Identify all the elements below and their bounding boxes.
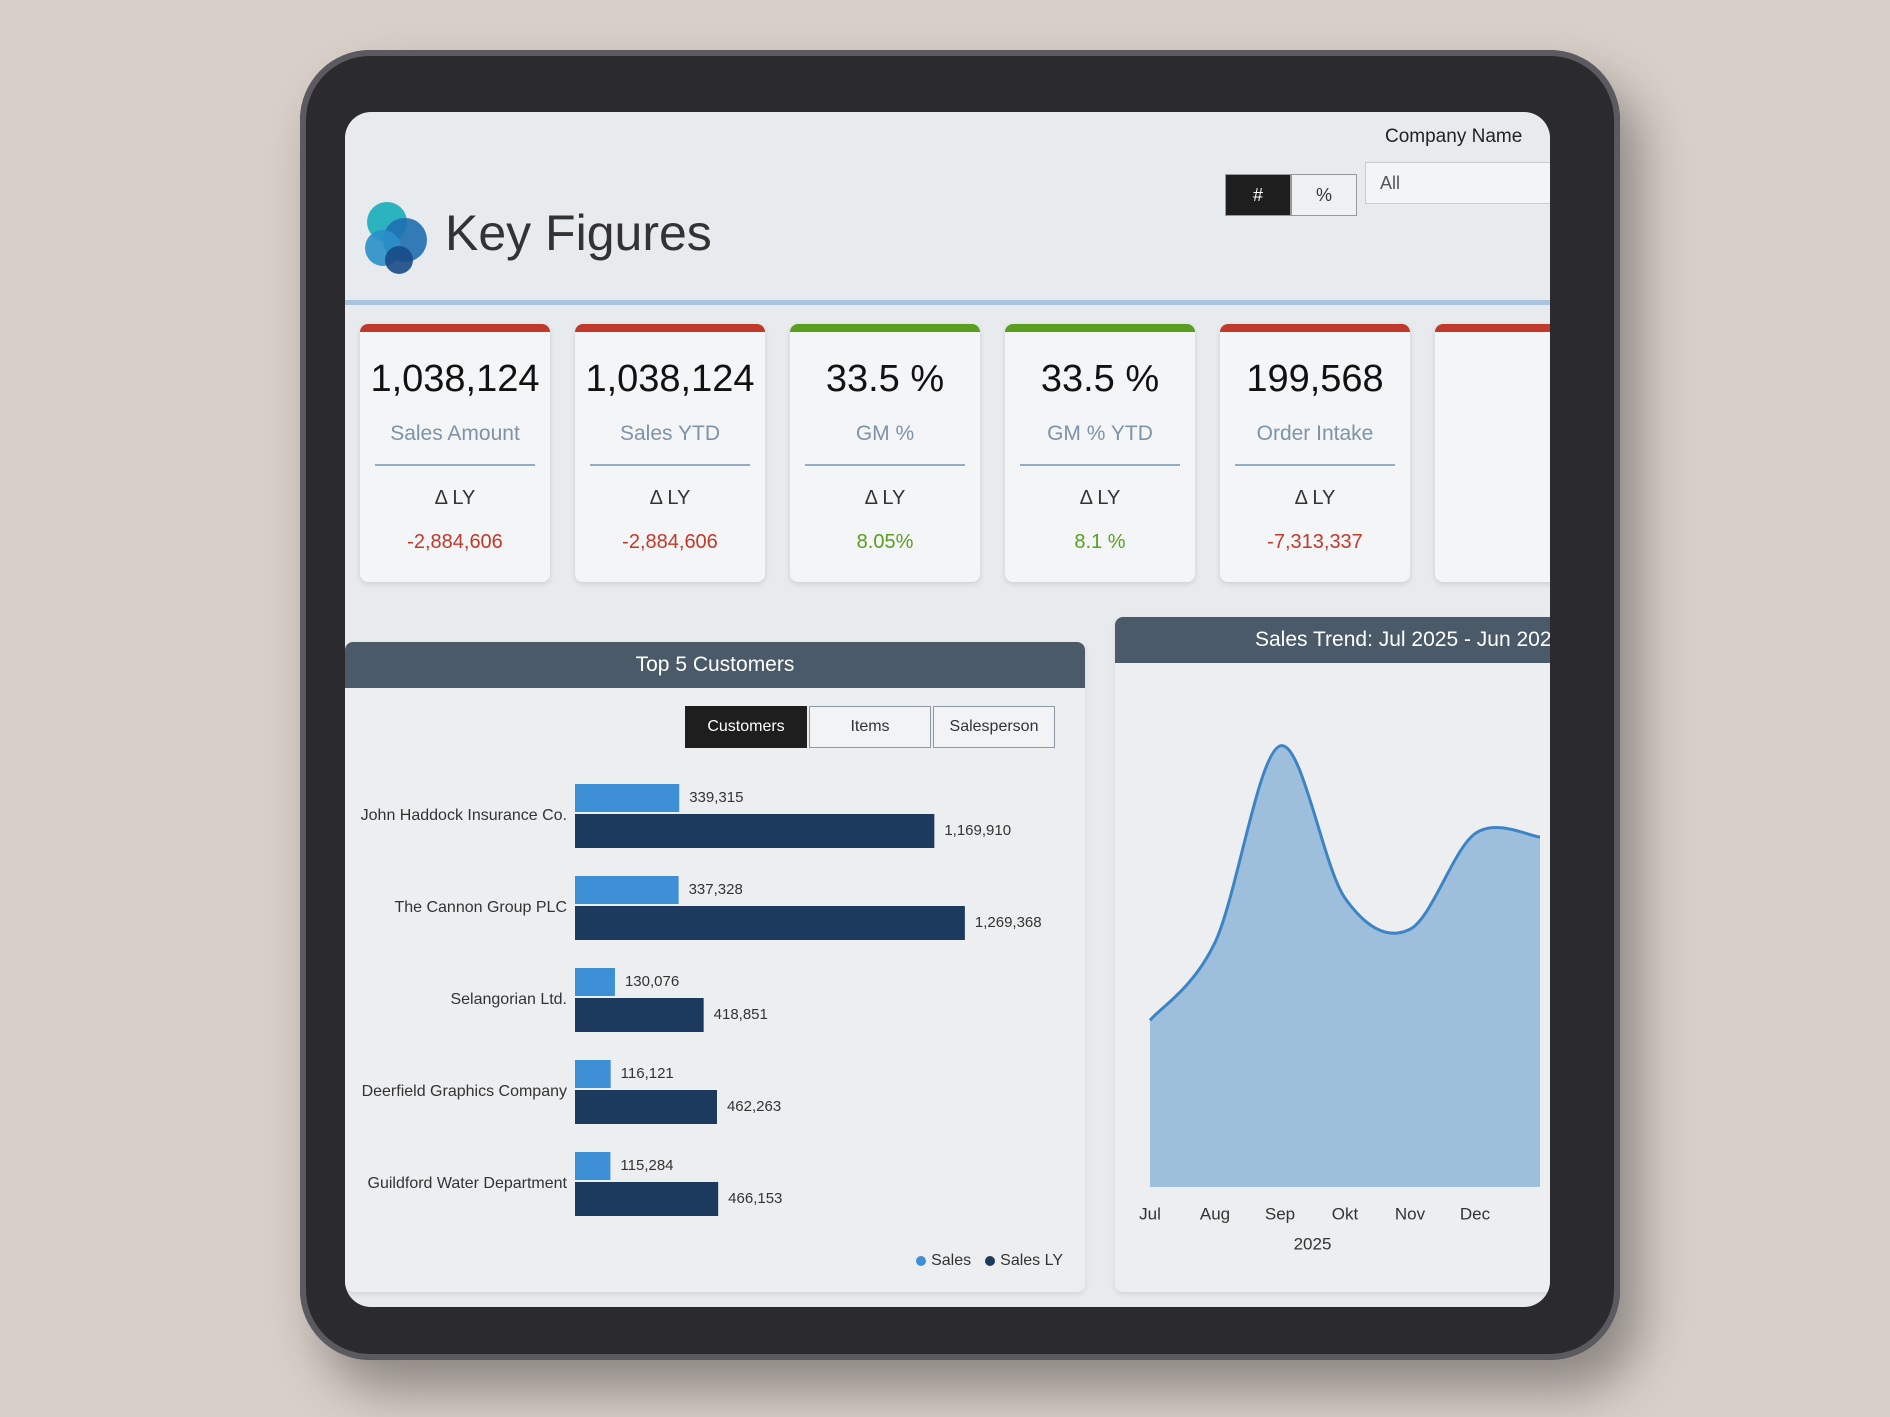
value-label: 1,169,910: [944, 822, 1011, 839]
value-label: 130,076: [625, 973, 679, 990]
page-title: Key Figures: [445, 205, 712, 261]
kpi-accent: [1220, 324, 1410, 332]
kpi-divider: [375, 464, 535, 466]
header-divider: [345, 300, 1550, 305]
bar: [575, 906, 965, 940]
kpi-label: Sales Amount: [390, 422, 520, 445]
kpi-label: GM % YTD: [1047, 422, 1153, 445]
filter-dropdown[interactable]: All: [1365, 162, 1550, 204]
legend-swatch: [916, 1256, 927, 1266]
kpi-value: 1,038,124: [370, 358, 540, 400]
kpi-accent: [575, 324, 765, 332]
legend-label: Sales: [931, 1252, 972, 1269]
bar: [575, 814, 935, 848]
kpi-accent: [1435, 324, 1550, 332]
value-label: 418,851: [714, 1006, 768, 1023]
area-line: [1148, 744, 1541, 1022]
trend-panel: Sales Trend: Jul 2025 - Jun 202 Jul Aug Sep…: [1115, 617, 1550, 1292]
panel-title: Top 5 Customers: [345, 642, 1085, 688]
bar: [575, 876, 679, 904]
tab-button[interactable]: Salesperson: [933, 706, 1055, 748]
area-chart: Jul Aug Sep Okt Nov Dec 2025: [1139, 744, 1541, 1253]
value-label: 339,315: [689, 789, 743, 806]
kpi-delta-label: Δ LY: [864, 487, 906, 509]
kpi-accent: [790, 324, 980, 332]
bar-chart: John Haddock Insurance Co. 339,315 1,169,9…: [361, 784, 1042, 1216]
kpi-card: 199,568 Order Intake Δ LY -7,313,337: [1220, 324, 1410, 582]
screen: Key Figures #% Company Name All 1,038,124 Sal…: [345, 112, 1550, 1307]
bar: [575, 968, 615, 996]
legend-swatch: [985, 1256, 996, 1266]
kpi-divider: [1235, 464, 1395, 466]
kpi-label: Sales YTD: [620, 422, 720, 445]
kpi-delta: -2,884,606: [622, 531, 718, 553]
logo: [365, 202, 427, 274]
kpi-divider: [590, 464, 750, 466]
value-label: 116,121: [621, 1065, 674, 1082]
toggle-button[interactable]: %: [1291, 174, 1357, 216]
x-tick-label: Aug: [1200, 1204, 1230, 1223]
value-label: 115,284: [620, 1157, 673, 1174]
category-label: Deerfield Graphics Company: [362, 1083, 567, 1100]
kpi-delta-label: Δ LY: [1294, 487, 1336, 509]
x-tick-label: Sep: [1265, 1204, 1295, 1223]
kpi-delta: -7,313,337: [1267, 531, 1363, 553]
bar: [575, 784, 680, 812]
x-axis-group-label: 2025: [1294, 1234, 1332, 1253]
kpi-value: 33.5 %: [1040, 358, 1160, 400]
bar: [575, 998, 704, 1032]
kpi-accent: [1005, 324, 1195, 332]
kpi-card: 1,038,124 Sales YTD Δ LY -2,884,606: [575, 324, 765, 582]
legend-item: Sales LY: [985, 1252, 1063, 1270]
toggle-button[interactable]: #: [1225, 174, 1291, 216]
x-tick-label: Okt: [1332, 1204, 1359, 1223]
kpi-label: Order Intake: [1256, 422, 1374, 445]
value-label: 462,263: [727, 1098, 781, 1115]
kpi-delta-label: Δ LY: [434, 487, 476, 509]
x-tick-label: Dec: [1460, 1204, 1491, 1223]
legend-label: Sales LY: [1000, 1252, 1063, 1269]
panel-title: Sales Trend: Jul 2025 - Jun 202: [1115, 617, 1550, 663]
category-label: The Cannon Group PLC: [394, 899, 567, 916]
value-label: 466,153: [728, 1190, 782, 1207]
area-fill: [1150, 745, 1540, 1187]
customers-panel: Top 5 Customers Customers Items Salesperson…: [345, 642, 1085, 1292]
filter-label: Company Name: [1385, 126, 1523, 147]
bar: [575, 1152, 611, 1180]
kpi-divider: [1020, 464, 1180, 466]
value-label: 337,328: [689, 881, 743, 898]
kpi-delta: 8.05%: [856, 531, 914, 553]
x-tick-label: Nov: [1395, 1204, 1426, 1223]
category-label: John Haddock Insurance Co.: [361, 807, 567, 824]
bar: [575, 1060, 611, 1088]
category-label: Selangorian Ltd.: [450, 991, 567, 1008]
kpi-value: 199,568: [1246, 358, 1384, 400]
bar: [575, 1182, 719, 1216]
tab-button[interactable]: Customers: [685, 706, 807, 748]
kpi-value: 33.5 %: [825, 358, 945, 400]
category-label: Guildford Water Department: [368, 1175, 568, 1192]
kpi-value: 1,038,124: [585, 358, 755, 400]
legend: Sales Sales LY: [916, 1252, 1063, 1270]
kpi-delta-label: Δ LY: [1079, 487, 1121, 509]
kpi-delta: -2,884,606: [407, 531, 503, 553]
kpi-label: GM %: [855, 422, 915, 445]
kpi-card: 33.5 % GM % Δ LY 8.05%: [790, 324, 980, 582]
kpi-accent: [360, 324, 550, 332]
kpi-card: [1435, 324, 1550, 582]
kpi-delta: 8.1 %: [1074, 531, 1126, 553]
kpi-card: 1,038,124 Sales Amount Δ LY -2,884,606: [360, 324, 550, 582]
bar: [575, 1090, 717, 1124]
tab-button[interactable]: Items: [809, 706, 931, 748]
value-label: 1,269,368: [975, 914, 1042, 931]
kpi-divider: [805, 464, 965, 466]
kpi-card: 33.5 % GM % YTD Δ LY 8.1 %: [1005, 324, 1195, 582]
legend-item: Sales: [916, 1252, 971, 1270]
x-tick-label: Jul: [1139, 1204, 1161, 1223]
kpi-delta-label: Δ LY: [649, 487, 691, 509]
